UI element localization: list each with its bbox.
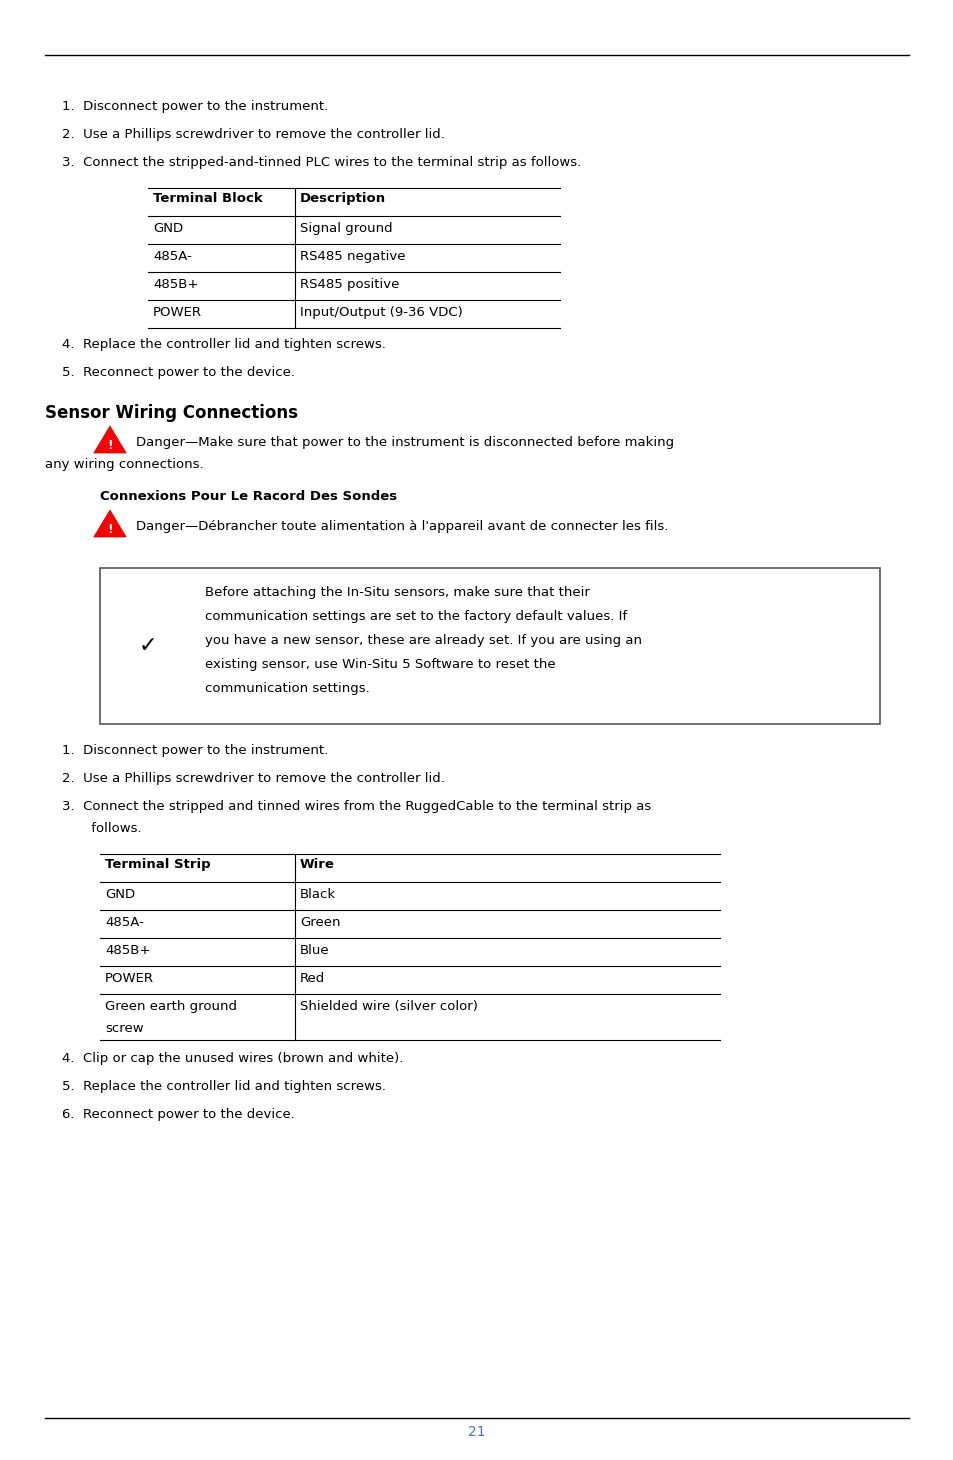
- Text: GND: GND: [105, 888, 135, 901]
- Text: 2.  Use a Phillips screwdriver to remove the controller lid.: 2. Use a Phillips screwdriver to remove …: [62, 128, 444, 142]
- Text: screw: screw: [105, 1022, 144, 1035]
- Text: communication settings are set to the factory default values. If: communication settings are set to the fa…: [205, 610, 626, 623]
- Text: POWER: POWER: [152, 307, 202, 318]
- Text: Shielded wire (silver color): Shielded wire (silver color): [299, 1000, 477, 1013]
- Text: POWER: POWER: [105, 972, 153, 986]
- Text: ✓: ✓: [138, 637, 157, 656]
- Text: Wire: Wire: [299, 858, 335, 872]
- Text: 5.  Reconnect power to the device.: 5. Reconnect power to the device.: [62, 366, 294, 380]
- Text: Terminal Strip: Terminal Strip: [105, 858, 211, 872]
- Text: 3.  Connect the stripped-and-tinned PLC wires to the terminal strip as follows.: 3. Connect the stripped-and-tinned PLC w…: [62, 156, 580, 169]
- Text: Blue: Blue: [299, 945, 330, 956]
- Text: you have a new sensor, these are already set. If you are using an: you have a new sensor, these are already…: [205, 634, 641, 647]
- Text: 5.  Replace the controller lid and tighten screws.: 5. Replace the controller lid and tighte…: [62, 1080, 386, 1094]
- Text: RS485 negative: RS485 negative: [299, 250, 405, 263]
- Text: Terminal Block: Terminal Block: [152, 193, 262, 204]
- Text: !: !: [107, 439, 112, 453]
- Text: Input/Output (9-36 VDC): Input/Output (9-36 VDC): [299, 307, 462, 318]
- Text: Green earth ground: Green earth ground: [105, 1000, 236, 1013]
- Text: Danger—Débrancher toute alimentation à l'appareil avant de connecter les fils.: Danger—Débrancher toute alimentation à l…: [136, 520, 668, 533]
- Text: 485B+: 485B+: [105, 945, 151, 956]
- Text: Before attaching the In-Situ sensors, make sure that their: Before attaching the In-Situ sensors, ma…: [205, 585, 589, 599]
- Text: 6.  Reconnect power to the device.: 6. Reconnect power to the device.: [62, 1108, 294, 1121]
- Text: existing sensor, use Win-Situ 5 Software to reset the: existing sensor, use Win-Situ 5 Software…: [205, 658, 555, 672]
- Text: 4.  Clip or cap the unused wires (brown and white).: 4. Clip or cap the unused wires (brown a…: [62, 1053, 403, 1064]
- Text: Description: Description: [299, 193, 386, 204]
- Text: 485A-: 485A-: [105, 915, 144, 929]
- Text: 2.  Use a Phillips screwdriver to remove the controller lid.: 2. Use a Phillips screwdriver to remove …: [62, 772, 444, 785]
- Text: 485B+: 485B+: [152, 277, 198, 291]
- Text: 1.  Disconnect power to the instrument.: 1. Disconnect power to the instrument.: [62, 745, 328, 756]
- Text: GND: GND: [152, 222, 183, 235]
- Text: Red: Red: [299, 972, 325, 986]
- Text: follows.: follows.: [70, 822, 141, 835]
- Text: 1.  Disconnect power to the instrument.: 1. Disconnect power to the instrument.: [62, 99, 328, 112]
- Text: Green: Green: [299, 915, 340, 929]
- Text: 3.  Connect the stripped and tinned wires from the RuggedCable to the terminal s: 3. Connect the stripped and tinned wires…: [62, 800, 651, 813]
- Polygon shape: [93, 426, 126, 453]
- Text: 21: 21: [468, 1425, 485, 1440]
- Text: Sensor Wiring Connections: Sensor Wiring Connections: [45, 404, 297, 422]
- Text: communication settings.: communication settings.: [205, 682, 370, 695]
- Text: 4.  Replace the controller lid and tighten screws.: 4. Replace the controller lid and tighte…: [62, 339, 385, 350]
- Text: Black: Black: [299, 888, 335, 901]
- Text: any wiring connections.: any wiring connections.: [45, 458, 203, 472]
- Text: Connexions Pour Le Racord Des Sondes: Connexions Pour Le Racord Des Sondes: [100, 491, 396, 504]
- Text: Signal ground: Signal ground: [299, 222, 393, 235]
- Text: RS485 positive: RS485 positive: [299, 277, 399, 291]
- Polygon shape: [93, 510, 126, 537]
- Bar: [100, 568, 879, 724]
- Text: !: !: [107, 523, 112, 536]
- Text: Danger—Make sure that power to the instrument is disconnected before making: Danger—Make sure that power to the instr…: [136, 437, 674, 450]
- Text: 485A-: 485A-: [152, 250, 192, 263]
